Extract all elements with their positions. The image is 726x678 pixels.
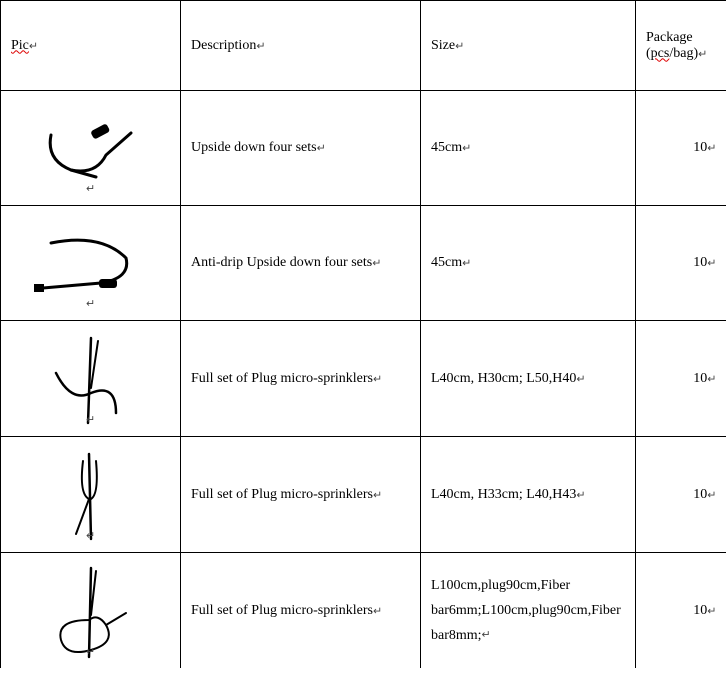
- cr-icon: ↵: [707, 257, 716, 269]
- product-sketch-icon: [36, 115, 146, 185]
- table-row: ↵ Anti-drip Upside down four sets↵ 45cm↵…: [1, 206, 726, 321]
- cr-icon: ↵: [256, 40, 265, 52]
- package-text: 10: [693, 603, 707, 618]
- cr-icon: ↵: [86, 182, 95, 195]
- cr-icon: ↵: [317, 142, 326, 154]
- header-size-label: Size: [431, 38, 455, 53]
- cr-icon: ↵: [86, 529, 95, 542]
- cell-description: Full set of Plug micro-sprinklers↵: [181, 553, 421, 669]
- cr-icon: ↵: [462, 257, 471, 269]
- cell-size: L40cm, H30cm; L50,H40↵: [421, 321, 636, 437]
- cr-icon: ↵: [373, 605, 382, 617]
- size-text: L100cm,plug90cm,Fiber bar6mm;L100cm,plug…: [431, 578, 621, 643]
- size-text: L40cm, H30cm; L50,H40: [431, 371, 576, 386]
- package-text: 10: [693, 140, 707, 155]
- cr-icon: ↵: [86, 645, 95, 658]
- cr-icon: ↵: [373, 489, 382, 501]
- cr-icon: ↵: [707, 142, 716, 154]
- cell-description: Full set of Plug micro-sprinklers↵: [181, 437, 421, 553]
- package-text: 10: [693, 255, 707, 270]
- size-text: 45cm: [431, 255, 462, 270]
- header-pic: Pic↵: [1, 1, 181, 91]
- cr-icon: ↵: [372, 257, 381, 269]
- cr-icon: ↵: [86, 297, 95, 310]
- cr-icon: ↵: [707, 373, 716, 385]
- cell-description: Full set of Plug micro-sprinklers↵: [181, 321, 421, 437]
- cell-size: 45cm↵: [421, 91, 636, 206]
- header-package-close: /bag): [669, 46, 698, 61]
- description-text: Full set of Plug micro-sprinklers: [191, 371, 373, 386]
- table-row: ↵ Upside down four sets↵ 45cm↵ 10↵: [1, 91, 726, 206]
- cr-icon: ↵: [373, 373, 382, 385]
- cell-package: 10↵: [636, 437, 726, 553]
- cr-icon: ↵: [576, 373, 585, 385]
- header-size: Size↵: [421, 1, 636, 91]
- cr-icon: ↵: [576, 489, 585, 501]
- table-row: ↵ Full set of Plug micro-sprinklers↵ L40…: [1, 437, 726, 553]
- cell-description: Anti-drip Upside down four sets↵: [181, 206, 421, 321]
- header-package-mid: pcs: [651, 46, 670, 61]
- cell-pic: ↵: [1, 321, 181, 437]
- product-table: Pic↵ Description↵ Size↵ Package (pcs/bag…: [0, 0, 726, 668]
- description-text: Full set of Plug micro-sprinklers: [191, 487, 373, 502]
- cr-icon: ↵: [482, 629, 491, 641]
- header-pic-label: Pic: [11, 38, 29, 53]
- cell-description: Upside down four sets↵: [181, 91, 421, 206]
- cell-package: 10↵: [636, 553, 726, 669]
- cell-pic: ↵: [1, 437, 181, 553]
- package-text: 10: [693, 371, 707, 386]
- cell-size: 45cm↵: [421, 206, 636, 321]
- cr-icon: ↵: [86, 413, 95, 426]
- cell-pic: ↵: [1, 206, 181, 321]
- cell-pic: ↵: [1, 91, 181, 206]
- description-text: Anti-drip Upside down four sets: [191, 255, 372, 270]
- table-row: ↵ Full set of Plug micro-sprinklers↵ L40…: [1, 321, 726, 437]
- cell-size: L100cm,plug90cm,Fiber bar6mm;L100cm,plug…: [421, 553, 636, 669]
- package-text: 10: [693, 487, 707, 502]
- product-sketch-icon: [31, 228, 151, 303]
- table-row: ↵ Full set of Plug micro-sprinklers↵ L10…: [1, 553, 726, 669]
- table-body: ↵ Upside down four sets↵ 45cm↵ 10↵ ↵: [1, 91, 726, 669]
- cr-icon: ↵: [707, 605, 716, 617]
- size-text: L40cm, H33cm; L40,H43: [431, 487, 576, 502]
- size-text: 45cm: [431, 140, 462, 155]
- header-package: Package (pcs/bag)↵: [636, 1, 726, 91]
- cell-package: 10↵: [636, 91, 726, 206]
- description-text: Upside down four sets: [191, 140, 317, 155]
- cr-icon: ↵: [462, 142, 471, 154]
- header-description-label: Description: [191, 38, 256, 53]
- cell-pic: ↵: [1, 553, 181, 669]
- header-description: Description↵: [181, 1, 421, 91]
- header-row: Pic↵ Description↵ Size↵ Package (pcs/bag…: [1, 1, 726, 91]
- header-package-line1: Package: [646, 30, 693, 45]
- cr-icon: ↵: [698, 48, 707, 60]
- cell-package: 10↵: [636, 206, 726, 321]
- description-text: Full set of Plug micro-sprinklers: [191, 603, 373, 618]
- cr-icon: ↵: [455, 40, 464, 52]
- cell-size: L40cm, H33cm; L40,H43↵: [421, 437, 636, 553]
- cell-package: 10↵: [636, 321, 726, 437]
- cr-icon: ↵: [29, 40, 38, 52]
- cr-icon: ↵: [707, 489, 716, 501]
